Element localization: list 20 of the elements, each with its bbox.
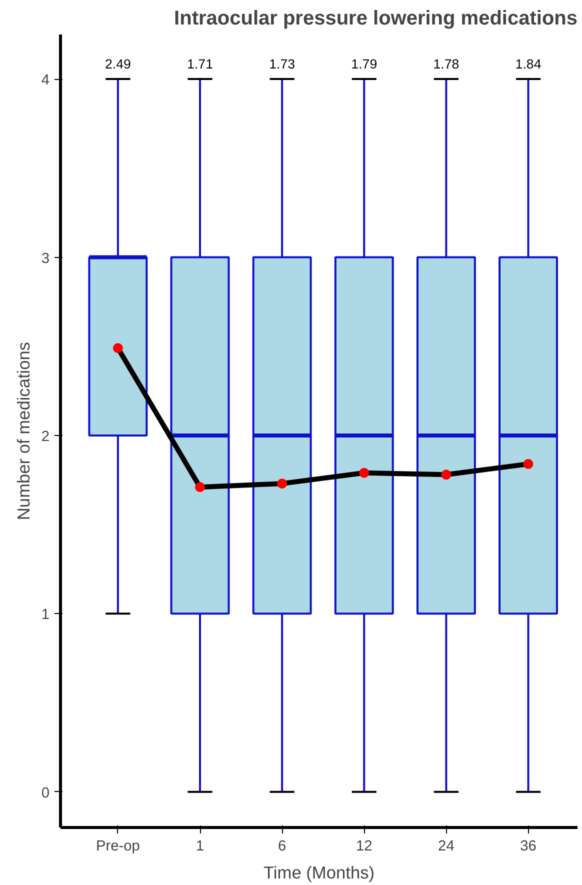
annotation: 1.79 <box>351 56 378 72</box>
y-tick-label: 1 <box>41 607 50 624</box>
annotation: 1.78 <box>433 56 460 72</box>
annotation: 1.84 <box>515 56 542 72</box>
x-tick-label: 12 <box>356 838 372 854</box>
x-tick-label: 1 <box>196 838 204 854</box>
chart-title: Intraocular pressure lowering medications <box>174 8 578 30</box>
y-tick-label: 4 <box>41 72 50 89</box>
y-tick-label: 2 <box>41 428 50 445</box>
y-axis-title: Number of medications <box>13 342 34 520</box>
x-tick-label: 24 <box>438 838 454 854</box>
x-tick-label: 6 <box>278 838 286 854</box>
annotation: 1.73 <box>269 56 296 72</box>
x-tick-label: 36 <box>520 838 536 854</box>
annotation: 2.49 <box>104 56 131 72</box>
y-tick-label: 0 <box>41 785 50 802</box>
x-axis-title: Time (Months) <box>263 862 375 882</box>
x-tick-label: Pre-op <box>96 838 140 854</box>
annotation: 1.71 <box>187 56 213 72</box>
y-tick-label: 3 <box>41 250 50 267</box>
